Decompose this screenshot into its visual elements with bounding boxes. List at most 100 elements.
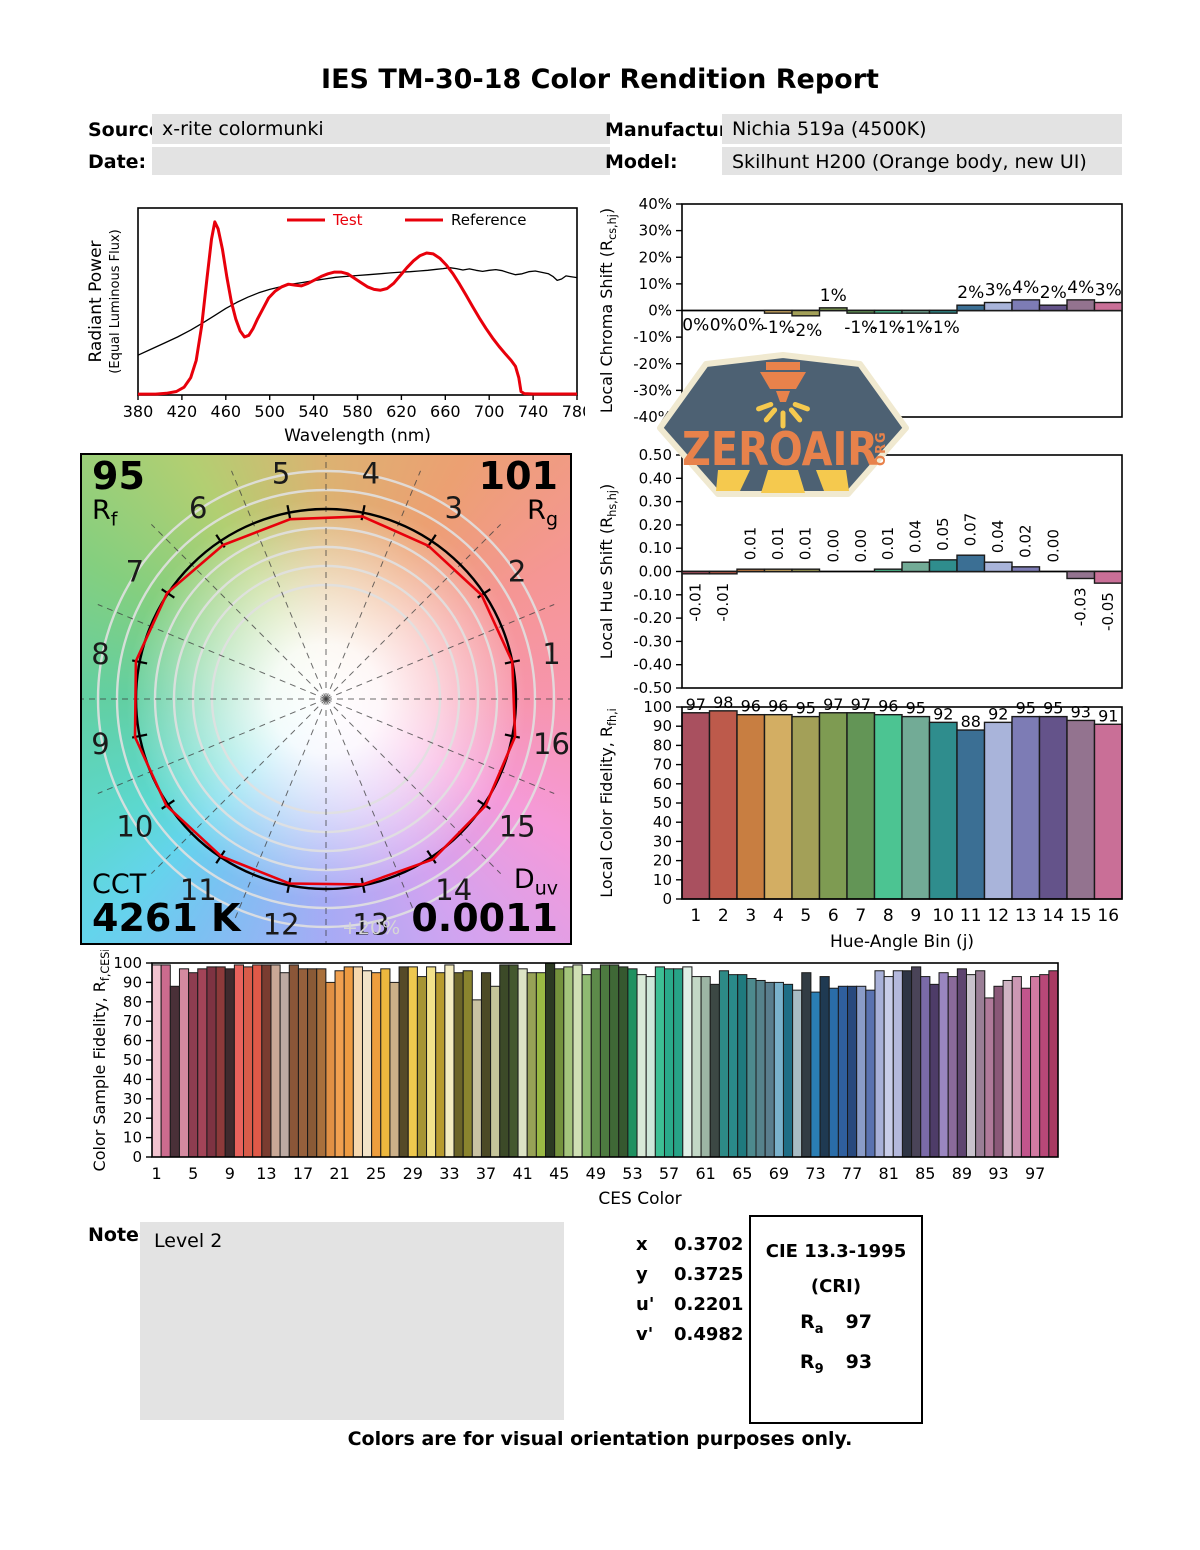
duv-value: Duv 0.0011 <box>411 863 558 941</box>
svg-text:98: 98 <box>713 693 733 712</box>
svg-text:Reference: Reference <box>451 211 527 229</box>
svg-text:+20%: +20% <box>342 917 400 939</box>
svg-text:-10%: -10% <box>633 328 672 346</box>
svg-text:-2%: -2% <box>789 321 822 341</box>
svg-text:0.07: 0.07 <box>962 513 980 546</box>
svg-text:11: 11 <box>960 906 982 926</box>
svg-text:-1%: -1% <box>762 318 795 338</box>
source-label: Source: <box>88 119 170 141</box>
svg-text:97: 97 <box>1025 1164 1045 1183</box>
svg-text:7: 7 <box>126 554 144 588</box>
chromaticity-v: v' 0.4982 <box>636 1324 744 1345</box>
svg-text:0.04: 0.04 <box>907 520 925 553</box>
svg-text:-0.30: -0.30 <box>633 632 672 650</box>
svg-text:100: 100 <box>113 954 142 972</box>
cri-summary-box: CIE 13.3-1995 (CRI) Ra 97 R9 93 <box>749 1215 923 1424</box>
svg-text:700: 700 <box>474 402 505 421</box>
svg-text:5: 5 <box>800 906 811 926</box>
date-label: Date: <box>88 151 147 173</box>
svg-text:Hue-Angle Bin (j): Hue-Angle Bin (j) <box>830 932 974 952</box>
svg-text:0.40: 0.40 <box>639 469 672 487</box>
svg-text:-0.50: -0.50 <box>633 679 672 693</box>
svg-text:7: 7 <box>855 906 866 926</box>
svg-text:16: 16 <box>533 727 570 761</box>
svg-text:70: 70 <box>653 756 672 774</box>
svg-text:0.04: 0.04 <box>989 520 1007 553</box>
svg-text:Color Sample Fidelity, Rf,CESi: Color Sample Fidelity, Rf,CESi <box>90 950 112 1171</box>
spectral-power-distribution-chart: 380 420 460 500 540 580 620 660 700 740 780 Wavelen… <box>86 207 585 446</box>
svg-text:1: 1 <box>542 637 560 671</box>
svg-text:2: 2 <box>718 906 729 926</box>
svg-text:0%: 0% <box>737 316 764 336</box>
svg-text:95: 95 <box>1043 699 1063 718</box>
cri-title: CIE 13.3-1995 <box>765 1241 907 1262</box>
svg-text:3: 3 <box>444 491 462 525</box>
svg-text:-20%: -20% <box>633 355 672 373</box>
svg-text:(Equal Luminous Flux): (Equal Luminous Flux) <box>108 229 123 373</box>
svg-text:4: 4 <box>773 906 784 926</box>
svg-text:96: 96 <box>768 697 788 716</box>
svg-text:80: 80 <box>123 993 142 1011</box>
svg-text:0.20: 0.20 <box>639 516 672 534</box>
svg-text:ZEROAIR: ZEROAIR <box>682 422 878 476</box>
svg-text:90: 90 <box>123 973 142 991</box>
svg-text:90: 90 <box>653 717 672 735</box>
svg-text:89: 89 <box>952 1164 972 1183</box>
svg-text:100: 100 <box>643 698 672 716</box>
svg-text:0.00: 0.00 <box>852 529 870 562</box>
svg-text:0.05: 0.05 <box>934 517 952 550</box>
svg-text:33: 33 <box>439 1164 459 1183</box>
svg-text:95: 95 <box>796 699 816 718</box>
svg-text:40%: 40% <box>639 195 672 213</box>
svg-text:6: 6 <box>189 491 207 525</box>
svg-text:37: 37 <box>476 1164 496 1183</box>
svg-text:11: 11 <box>180 873 217 907</box>
svg-text:40: 40 <box>653 813 672 831</box>
svg-text:9: 9 <box>225 1164 235 1183</box>
svg-text:0.00: 0.00 <box>1044 529 1062 562</box>
svg-text:14: 14 <box>1042 906 1064 926</box>
chromaticity-u: u' 0.2201 <box>636 1294 744 1315</box>
svg-text:45: 45 <box>549 1164 569 1183</box>
svg-text:Wavelength (nm): Wavelength (nm) <box>284 426 431 446</box>
svg-text:15: 15 <box>1070 906 1092 926</box>
svg-text:-30%: -30% <box>633 381 672 399</box>
svg-text:-1%: -1% <box>927 318 960 338</box>
svg-text:Local Color Fidelity, Rfh,i: Local Color Fidelity, Rfh,i <box>597 708 619 898</box>
svg-text:57: 57 <box>659 1164 679 1183</box>
svg-text:20: 20 <box>123 1109 142 1127</box>
svg-text:97: 97 <box>686 695 706 714</box>
svg-text:0: 0 <box>132 1148 142 1166</box>
model-value-field: Skilhunt H200 (Orange body, new UI) <box>722 147 1122 175</box>
svg-text:-1%: -1% <box>899 318 932 338</box>
svg-text:20: 20 <box>653 852 672 870</box>
svg-text:10%: 10% <box>639 275 672 293</box>
svg-text:77: 77 <box>842 1164 862 1183</box>
svg-text:6: 6 <box>828 906 839 926</box>
svg-text:12: 12 <box>263 907 300 941</box>
svg-text:13: 13 <box>352 907 389 941</box>
svg-text:41: 41 <box>512 1164 532 1183</box>
svg-text:0.01: 0.01 <box>797 527 815 560</box>
svg-text:53: 53 <box>622 1164 642 1183</box>
svg-text:4: 4 <box>362 457 380 491</box>
svg-text:0%: 0% <box>682 316 709 336</box>
svg-text:0.01: 0.01 <box>879 527 897 560</box>
svg-text:30%: 30% <box>639 222 672 240</box>
svg-text:17: 17 <box>293 1164 313 1183</box>
color-vector-graphic: 1 2 3 4 5 6 7 8 9 10 11 12 13 14 15 16 +20% 95 Rf 101 Rg… <box>80 453 572 945</box>
svg-text:0.00: 0.00 <box>639 563 672 581</box>
svg-text:0.01: 0.01 <box>769 527 787 560</box>
svg-text:21: 21 <box>329 1164 349 1183</box>
svg-text:30: 30 <box>123 1090 142 1108</box>
svg-text:-0.01: -0.01 <box>714 583 732 622</box>
svg-text:15: 15 <box>499 810 536 844</box>
svg-text:73: 73 <box>805 1164 825 1183</box>
svg-text:2: 2 <box>508 554 526 588</box>
svg-text:540: 540 <box>298 402 329 421</box>
svg-text:10: 10 <box>932 906 954 926</box>
rg-score: 101 Rg <box>478 454 558 531</box>
svg-text:0%: 0% <box>710 316 737 336</box>
